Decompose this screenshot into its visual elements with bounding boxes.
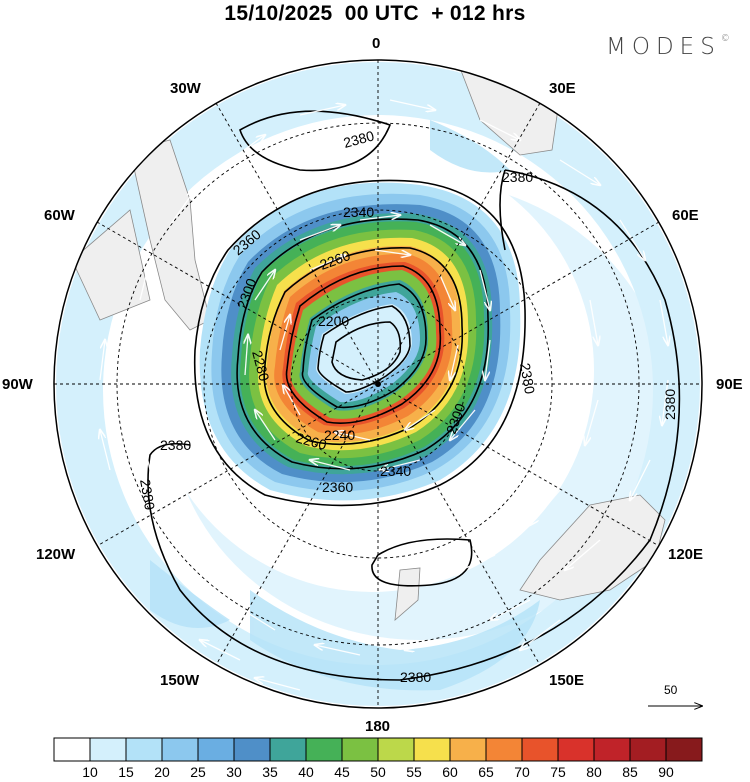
contour-2300	[263, 247, 464, 446]
contour-label: 2380	[502, 169, 533, 185]
colorbar-swatch	[305, 737, 343, 762]
longitude-label-150w: 150W	[160, 672, 200, 689]
colorbar-tick-label: 90	[658, 764, 674, 780]
colorbar-tick-label: 60	[442, 764, 458, 780]
colorbar-swatch	[449, 737, 487, 762]
contour-label: 2380	[662, 389, 678, 420]
colorbar-swatch	[269, 737, 307, 762]
contour-label: 2380	[400, 669, 431, 685]
colorbar-tick-label: 50	[370, 764, 386, 780]
colorbar-tick-label: 35	[262, 764, 278, 780]
longitude-label-30e: 30E	[549, 80, 576, 97]
colorbar-swatch	[593, 737, 631, 762]
longitude-label-30w: 30W	[170, 80, 201, 97]
map-boundary-circle	[53, 59, 703, 709]
contour-label: 2360	[322, 479, 353, 495]
colorbar-tick-label: 80	[586, 764, 602, 780]
colorbar-swatch	[377, 737, 415, 762]
contour-2380-lower-closed	[371, 538, 473, 587]
brand-name: MODES	[606, 34, 721, 60]
longitude-label-60e: 60E	[672, 207, 699, 224]
colorbar-tick-label: 75	[550, 764, 566, 780]
brand-logo: MODES©	[606, 34, 730, 60]
longitude-label-0: 0	[372, 35, 381, 52]
colorbar-swatch	[341, 737, 379, 762]
contour-2280	[285, 265, 442, 424]
longitude-label-120e: 120E	[668, 546, 704, 563]
longitude-label-120w: 120W	[36, 546, 76, 563]
colorbar-swatch	[53, 737, 91, 762]
south-america-north	[71, 209, 151, 321]
map-field	[54, 60, 702, 708]
contour-2240	[317, 305, 411, 393]
colorbar-tick-label: 10	[82, 764, 98, 780]
contour-label: 2380	[517, 362, 538, 396]
colorbar-swatch	[413, 737, 451, 762]
contour-label: 2260	[294, 429, 328, 453]
australia	[519, 494, 666, 601]
colorbar-tick-label: 25	[190, 764, 206, 780]
colorbar-tick-label: 70	[514, 764, 530, 780]
contour-label: 2200	[318, 313, 349, 329]
contour-2380-upper-closed	[239, 110, 392, 172]
colorbar-tick-label: 40	[298, 764, 314, 780]
contour-label: 2240	[324, 427, 355, 443]
colorbar-swatch	[197, 737, 235, 762]
colorbar-tick-label: 20	[154, 764, 170, 780]
contour-label: 2340	[380, 463, 411, 479]
colorbar-swatch	[161, 737, 199, 762]
colorbar	[53, 737, 703, 762]
longitude-label-90w: 90W	[2, 376, 33, 393]
map-title: 15/10/2025 00 UTC + 012 hrs	[224, 2, 526, 25]
contour-2340	[236, 218, 489, 470]
colorbar-swatch	[89, 737, 127, 762]
contour-2360	[193, 179, 526, 507]
longitude-label-60w: 60W	[44, 207, 75, 224]
colorbar-swatch	[233, 737, 271, 762]
colorbar-tick-label: 65	[478, 764, 494, 780]
longitude-label-150e: 150E	[549, 672, 585, 689]
contour-label: 2340	[343, 204, 374, 220]
contour-label: 2280	[249, 349, 273, 383]
colorbar-swatch	[521, 737, 559, 762]
contour-label: 2380	[342, 127, 376, 151]
colorbar-tick-label: 85	[622, 764, 638, 780]
south-pole-marker	[375, 381, 381, 387]
colorbar-tick-label: 15	[118, 764, 134, 780]
longitude-label-180: 180	[365, 718, 391, 735]
brand-mark: ©	[720, 34, 730, 44]
colorbar-swatch	[665, 737, 703, 762]
colorbar-swatch	[125, 737, 163, 762]
contour-2260	[301, 283, 427, 409]
colorbar-tick-label: 30	[226, 764, 242, 780]
jet-stream-bands	[199, 182, 521, 501]
colorbar-swatch	[557, 737, 595, 762]
longitude-label-90e: 90E	[716, 376, 743, 393]
contour-label: 2380	[160, 437, 191, 453]
new-zealand	[394, 567, 421, 621]
reference-vector-label: 50	[664, 683, 678, 697]
colorbar-swatch	[485, 737, 523, 762]
contour-label: 2380	[137, 478, 158, 512]
contour-2200	[331, 321, 402, 381]
colorbar-tick-label: 45	[334, 764, 350, 780]
colorbar-swatch	[629, 737, 667, 762]
colorbar-tick-label: 55	[406, 764, 422, 780]
